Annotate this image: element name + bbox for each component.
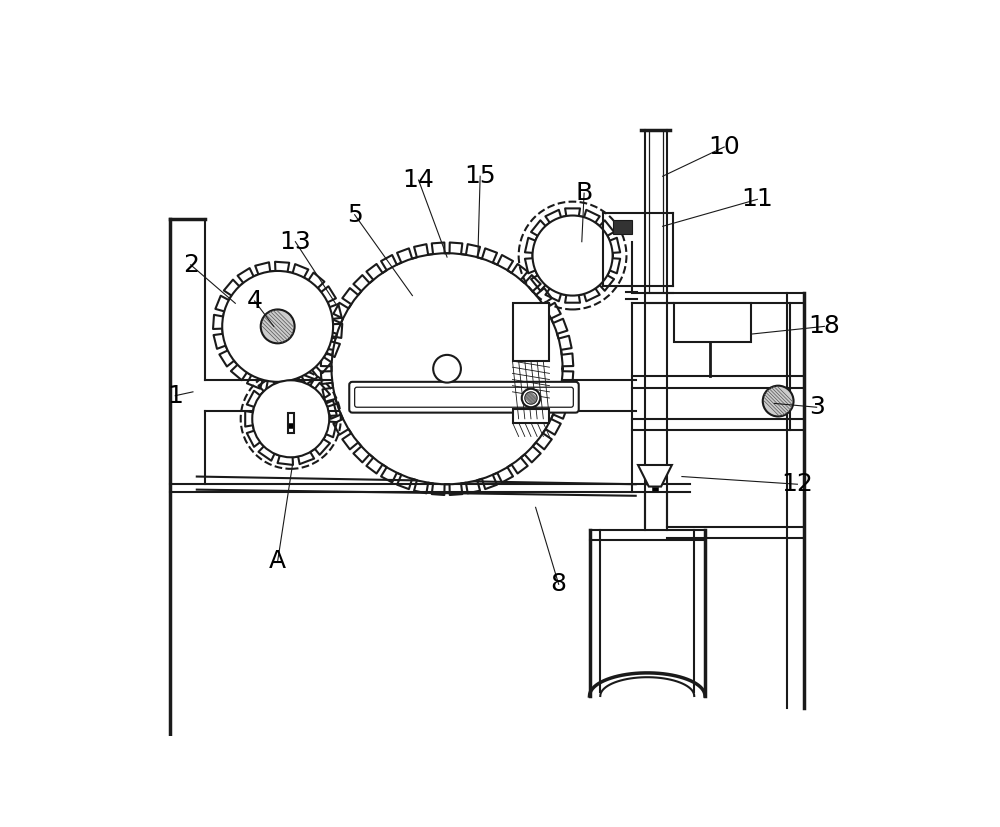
Text: 1: 1: [167, 384, 183, 408]
Circle shape: [525, 392, 537, 404]
Circle shape: [522, 389, 540, 407]
Text: A: A: [269, 549, 286, 573]
Text: 5: 5: [347, 203, 363, 227]
Bar: [674, 304, 751, 342]
Circle shape: [533, 216, 613, 295]
Circle shape: [433, 355, 461, 383]
Text: 15: 15: [464, 165, 496, 189]
Bar: [288, 423, 293, 428]
Bar: [652, 486, 658, 491]
Text: 18: 18: [808, 314, 840, 338]
Text: 14: 14: [403, 168, 434, 192]
Bar: [512, 409, 549, 423]
Text: B: B: [575, 181, 593, 205]
Bar: [613, 220, 632, 234]
Text: 2: 2: [183, 253, 199, 277]
Circle shape: [763, 385, 794, 417]
Text: 10: 10: [708, 135, 740, 159]
Polygon shape: [638, 465, 672, 486]
Circle shape: [222, 271, 333, 382]
Text: 12: 12: [781, 472, 813, 496]
Circle shape: [252, 380, 329, 457]
Text: 4: 4: [247, 289, 263, 313]
Bar: [512, 304, 549, 361]
Text: 13: 13: [279, 230, 311, 254]
Bar: [288, 414, 294, 433]
FancyBboxPatch shape: [355, 387, 573, 407]
Text: 11: 11: [741, 188, 773, 212]
Text: 8: 8: [551, 572, 567, 596]
Circle shape: [332, 253, 563, 485]
Circle shape: [261, 309, 295, 343]
FancyBboxPatch shape: [349, 382, 579, 413]
Text: 3: 3: [809, 395, 825, 419]
